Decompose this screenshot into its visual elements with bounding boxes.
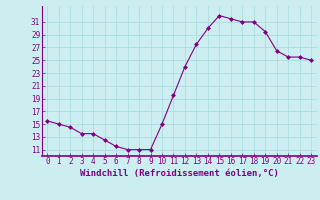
X-axis label: Windchill (Refroidissement éolien,°C): Windchill (Refroidissement éolien,°C) bbox=[80, 169, 279, 178]
